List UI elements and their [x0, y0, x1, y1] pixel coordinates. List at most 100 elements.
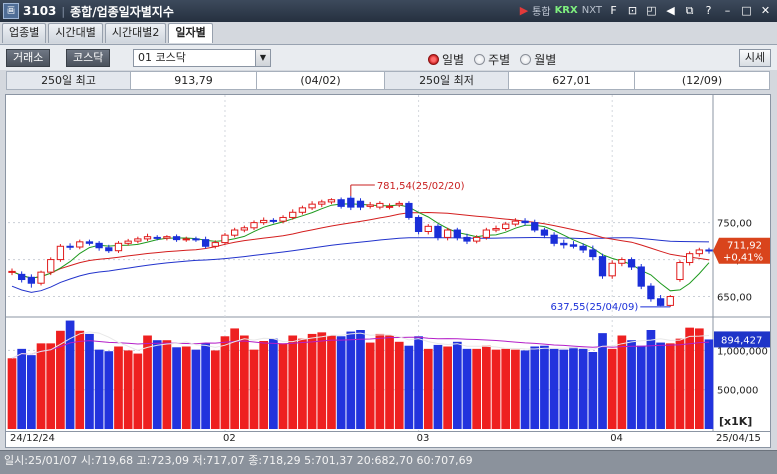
volume-bar — [56, 330, 65, 429]
x-tick-label: 02 — [222, 433, 236, 444]
rewind-icon[interactable]: ◀ — [666, 4, 675, 17]
link-icon[interactable]: ⊡ — [627, 4, 638, 17]
radio-monthly[interactable]: 월별 — [520, 51, 556, 68]
candle-body — [76, 241, 84, 248]
volume-bar — [443, 346, 452, 429]
volume-bar — [317, 332, 327, 429]
volume-bar — [433, 344, 443, 429]
candle-body — [598, 256, 607, 277]
volume-bar — [588, 352, 598, 429]
volume-current-label: 894,427 — [721, 335, 762, 346]
current-price-box — [713, 237, 770, 264]
screen-code: 3103 — [23, 4, 57, 18]
candle-body — [134, 238, 142, 242]
volume-bar — [472, 348, 482, 429]
candle-body — [221, 234, 229, 244]
candle-body — [376, 202, 384, 208]
tab-by-date[interactable]: 일자별 — [168, 23, 213, 43]
volume-bar — [307, 333, 317, 429]
volume-unit-label: [x1K] — [719, 415, 752, 428]
candle-body — [211, 242, 219, 247]
volume-ma20-line — [11, 336, 710, 359]
candle-body — [453, 229, 461, 238]
radio-weekly[interactable]: 주별 — [474, 51, 510, 68]
low-250-value: 627,01 — [509, 72, 635, 89]
volume-bar — [230, 328, 240, 429]
exchange-button[interactable]: 거래소 — [6, 49, 51, 67]
high-250-value: 913,79 — [131, 72, 257, 89]
title-bar: 画 3103 | 종합/업종일자별지수 ▶ 통합 KRX NXT F ⊡ ◰ ◀… — [0, 0, 777, 22]
ma20-line — [11, 211, 710, 279]
chart-area[interactable]: 750,00700,00650,001,000,000500,000781,54… — [5, 94, 771, 432]
candle-body — [250, 222, 258, 229]
volume-bar — [404, 345, 414, 429]
restore-icon[interactable]: ⧉ — [685, 4, 694, 17]
candle-body — [308, 203, 316, 209]
tab-strip: 업종별 시간대별 시간대별2 일자별 — [2, 23, 215, 43]
candle-body — [579, 245, 587, 251]
volume-ma5-line — [11, 331, 710, 359]
volume-tick-label: 500,000 — [717, 386, 758, 397]
candle-body — [608, 262, 616, 277]
period-radio-group: 일별 주별 월별 — [428, 51, 556, 68]
volume-bar — [162, 340, 172, 429]
font-icon[interactable]: F — [610, 4, 617, 17]
volume-bar — [7, 358, 17, 429]
integrated-toggle[interactable]: 통합 — [532, 7, 551, 18]
candle-body — [414, 216, 423, 232]
volume-bar — [665, 343, 675, 429]
volume-bar — [491, 349, 501, 429]
pin-icon[interactable]: ◰ — [646, 4, 657, 17]
tab-by-sector[interactable]: 업종별 — [2, 23, 47, 43]
candle-body — [56, 245, 65, 261]
candle-body — [47, 259, 55, 273]
quote-button[interactable]: 시세 — [739, 49, 771, 67]
candle-body — [269, 219, 278, 222]
screen-menu-icon[interactable]: 画 — [3, 3, 19, 19]
volume-bar — [394, 341, 404, 429]
volume-bar — [210, 350, 220, 429]
candle-body — [153, 236, 161, 239]
tab-by-time[interactable]: 시간대별 — [48, 23, 103, 43]
volume-bar — [123, 350, 133, 429]
volume-bar — [201, 343, 210, 429]
current-price-label: 711,92 — [727, 241, 762, 252]
volume-bar — [462, 348, 472, 429]
candle-body — [143, 236, 152, 240]
volume-bar — [75, 330, 85, 429]
volume-bar — [569, 347, 578, 429]
candle-body — [27, 276, 36, 284]
radio-daily[interactable]: 일별 — [428, 51, 464, 68]
help-icon[interactable]: ? — [705, 4, 712, 17]
minimize-icon[interactable]: – — [724, 4, 731, 17]
candle-body — [434, 225, 442, 238]
candle-body — [569, 244, 578, 247]
candle-body — [192, 238, 200, 241]
candle-body — [37, 271, 45, 284]
candle-body — [395, 202, 403, 206]
volume-bar — [530, 346, 540, 429]
maximize-icon[interactable]: □ — [741, 4, 752, 17]
volume-bar — [481, 345, 491, 429]
radio-daily-label: 일별 — [442, 53, 465, 67]
current-change-label: +0,41% — [723, 253, 763, 264]
close-icon[interactable]: ✕ — [760, 4, 771, 17]
kosdaq-button[interactable]: 코스닥 — [66, 49, 111, 67]
volume-bar — [327, 335, 336, 429]
dropdown-arrow-icon[interactable]: ▼ — [255, 50, 270, 66]
title-toolbar: ▶ 통합 KRX NXT F ⊡ ◰ ◀ ⧉ ? – □ ✕ — [520, 3, 773, 18]
nxt-toggle[interactable]: NXT — [581, 5, 602, 16]
volume-bar — [336, 336, 346, 429]
ma60-line — [11, 236, 710, 293]
sector-select[interactable]: 01 코스닥 ▼ — [133, 49, 271, 67]
x-axis: 24/12/24 02 03 04 25/04/15 — [5, 432, 771, 448]
candle-body — [327, 199, 336, 203]
volume-bar — [65, 320, 75, 429]
tab-by-time-2[interactable]: 시간대별2 — [104, 23, 167, 43]
volume-bar — [627, 340, 636, 429]
chart-svg[interactable]: 750,00700,00650,001,000,000500,000781,54… — [6, 95, 770, 431]
volume-current-box — [714, 331, 770, 348]
krx-toggle[interactable]: KRX — [554, 5, 578, 16]
x-tick-label: 24/12/24 — [10, 433, 55, 444]
play-icon[interactable]: ▶ — [519, 4, 529, 17]
